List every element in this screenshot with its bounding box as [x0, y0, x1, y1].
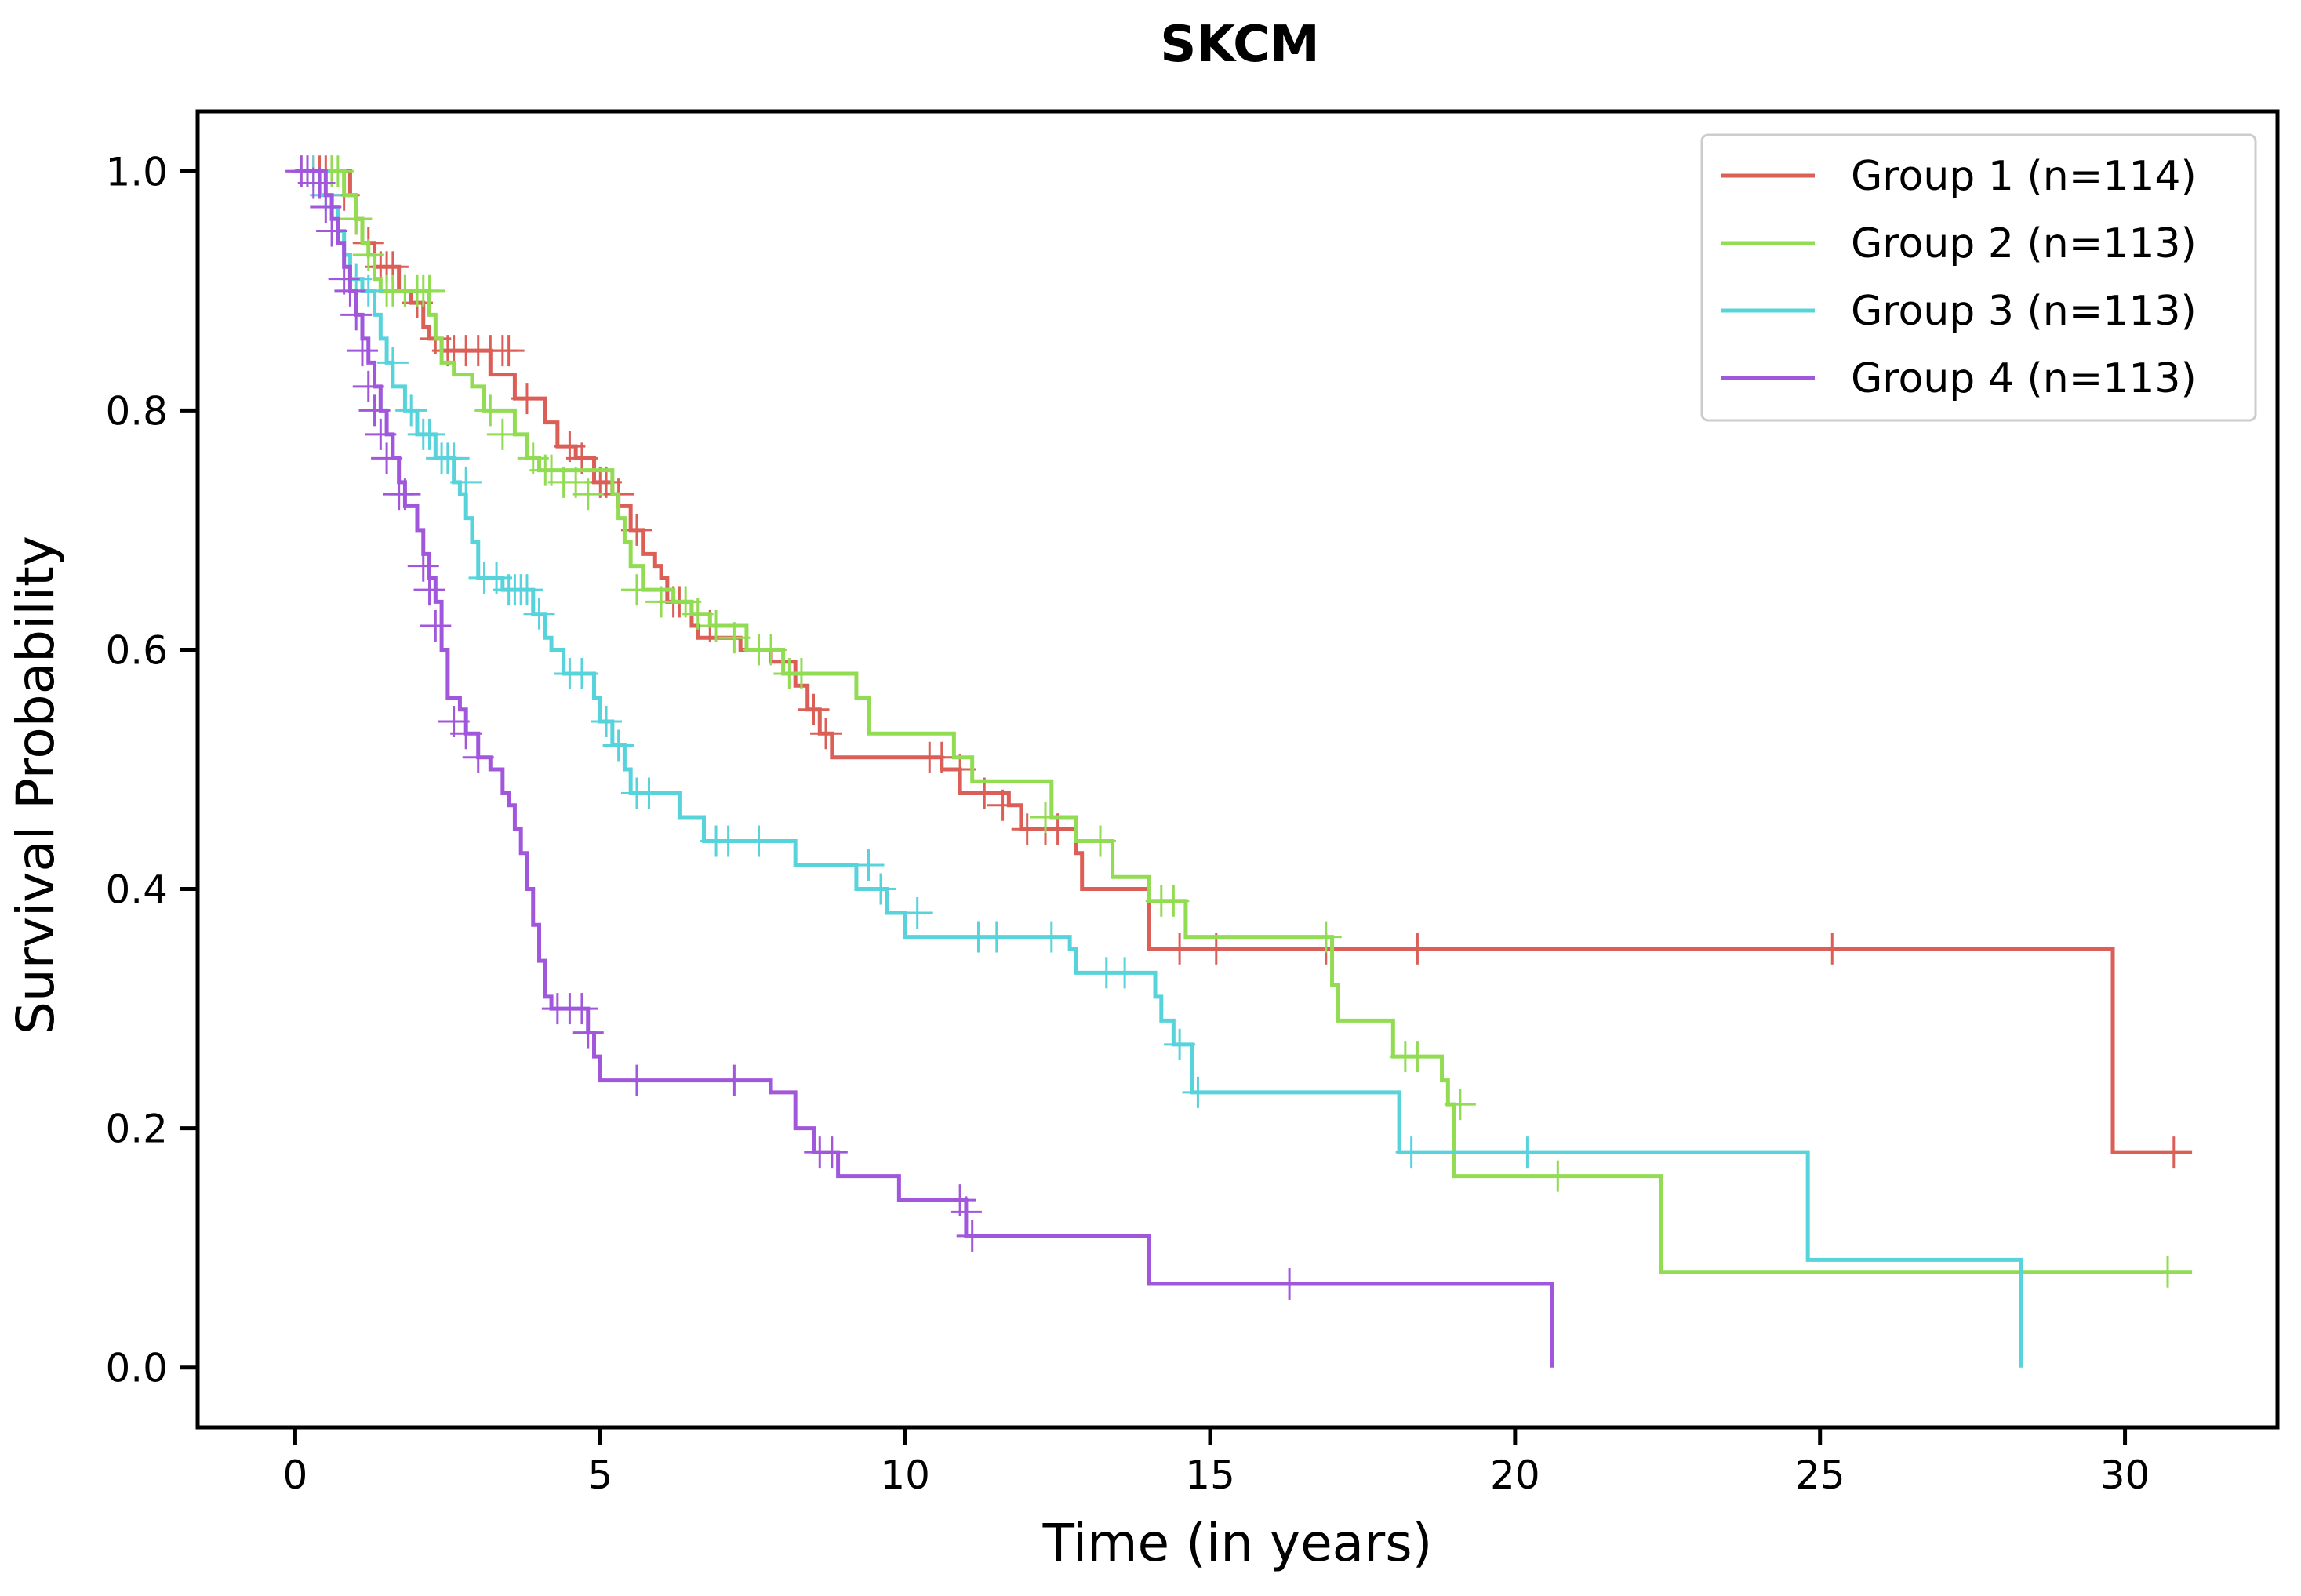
legend-label: Group 3 (n=113) — [1851, 288, 2197, 335]
x-tick-label: 15 — [1185, 1452, 1235, 1498]
y-tick-label: 1.0 — [105, 149, 168, 195]
plot-area — [285, 155, 2193, 1368]
legend-label: Group 1 (n=114) — [1851, 153, 2197, 200]
y-tick-label: 0.4 — [105, 867, 168, 913]
chart-title: SKCM — [1160, 16, 1319, 74]
legend: Group 1 (n=114) Group 2 (n=113) Group 3 (n… — [1700, 133, 2257, 422]
legend-box — [1700, 133, 2257, 422]
series-group-4 — [285, 155, 1554, 1368]
x-axis: 0 5 10 15 20 25 30 — [283, 1427, 2150, 1498]
x-tick-label: 0 — [283, 1452, 308, 1498]
y-tick-label: 0.6 — [105, 627, 168, 673]
series-layer — [285, 155, 2193, 1368]
x-tick-label: 10 — [880, 1452, 930, 1498]
x-tick-label: 25 — [1795, 1452, 1845, 1498]
y-tick-label: 0.8 — [105, 388, 168, 434]
series-group-3 — [295, 155, 2023, 1368]
legend-items: Group 1 (n=114) Group 2 (n=113) Group 3 (n… — [1721, 153, 2197, 402]
y-axis-label: Survival Probability — [5, 536, 66, 1034]
y-tick-label: 0.2 — [105, 1107, 168, 1152]
y-tick-label: 0.0 — [105, 1346, 168, 1391]
y-axis: 0.0 0.2 0.4 0.6 0.8 1.0 — [105, 149, 198, 1391]
survival-curve-3 — [295, 169, 2023, 1368]
x-tick-label: 5 — [587, 1452, 613, 1498]
series-group-2 — [295, 155, 2193, 1288]
x-tick-label: 20 — [1490, 1452, 1540, 1498]
legend-label: Group 2 (n=113) — [1851, 220, 2197, 267]
legend-label: Group 4 (n=113) — [1851, 355, 2197, 402]
plot-frame — [195, 109, 2280, 1430]
x-axis-label: Time (in years) — [1042, 1513, 1433, 1573]
x-tick-label: 30 — [2100, 1452, 2150, 1498]
